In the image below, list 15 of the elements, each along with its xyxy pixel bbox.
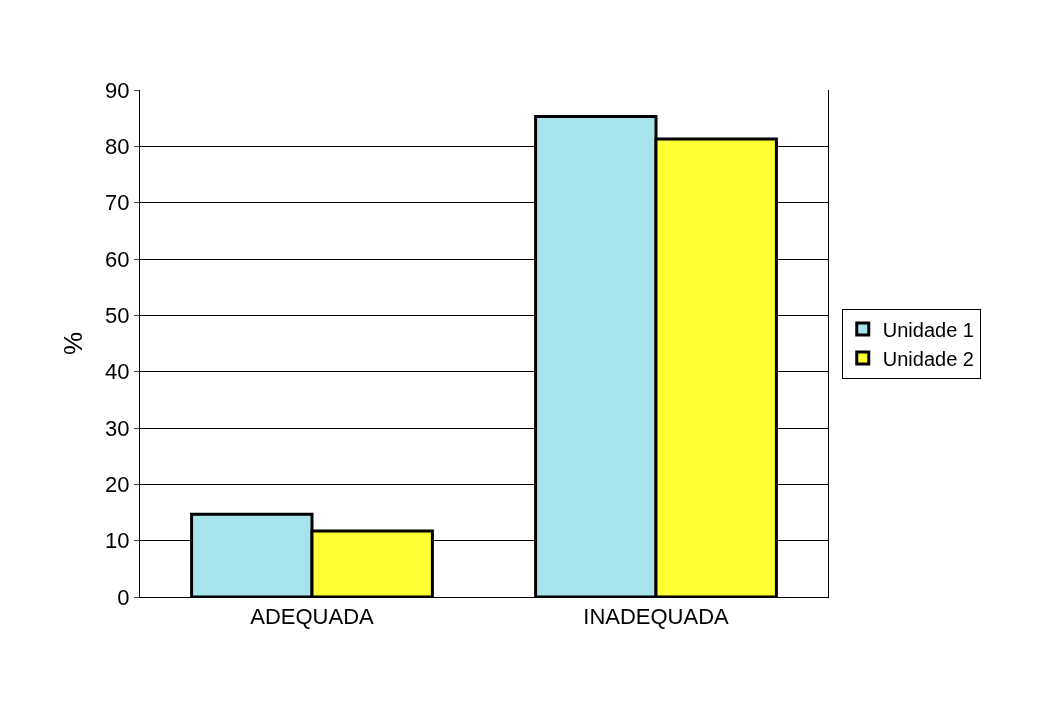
y-axis-title: % bbox=[57, 331, 88, 356]
legend-label: Unidade 2 bbox=[882, 347, 974, 370]
y-tick-label: 0 bbox=[117, 584, 130, 610]
y-tick-label: 70 bbox=[105, 190, 130, 216]
x-tick-label: ADEQUADA bbox=[250, 604, 375, 630]
legend-label: Unidade 1 bbox=[882, 318, 974, 341]
y-tick-label: 80 bbox=[105, 134, 130, 160]
y-tick-label: 40 bbox=[105, 359, 130, 385]
y-tick-label: 90 bbox=[105, 77, 130, 103]
y-tick-label: 30 bbox=[105, 415, 130, 441]
y-tick-label: 10 bbox=[105, 528, 130, 554]
x-tick-label: INADEQUADA bbox=[583, 604, 730, 630]
y-tick-label: 60 bbox=[105, 246, 130, 272]
y-tick-label: 50 bbox=[105, 303, 130, 329]
y-tick-label: 20 bbox=[105, 472, 130, 498]
